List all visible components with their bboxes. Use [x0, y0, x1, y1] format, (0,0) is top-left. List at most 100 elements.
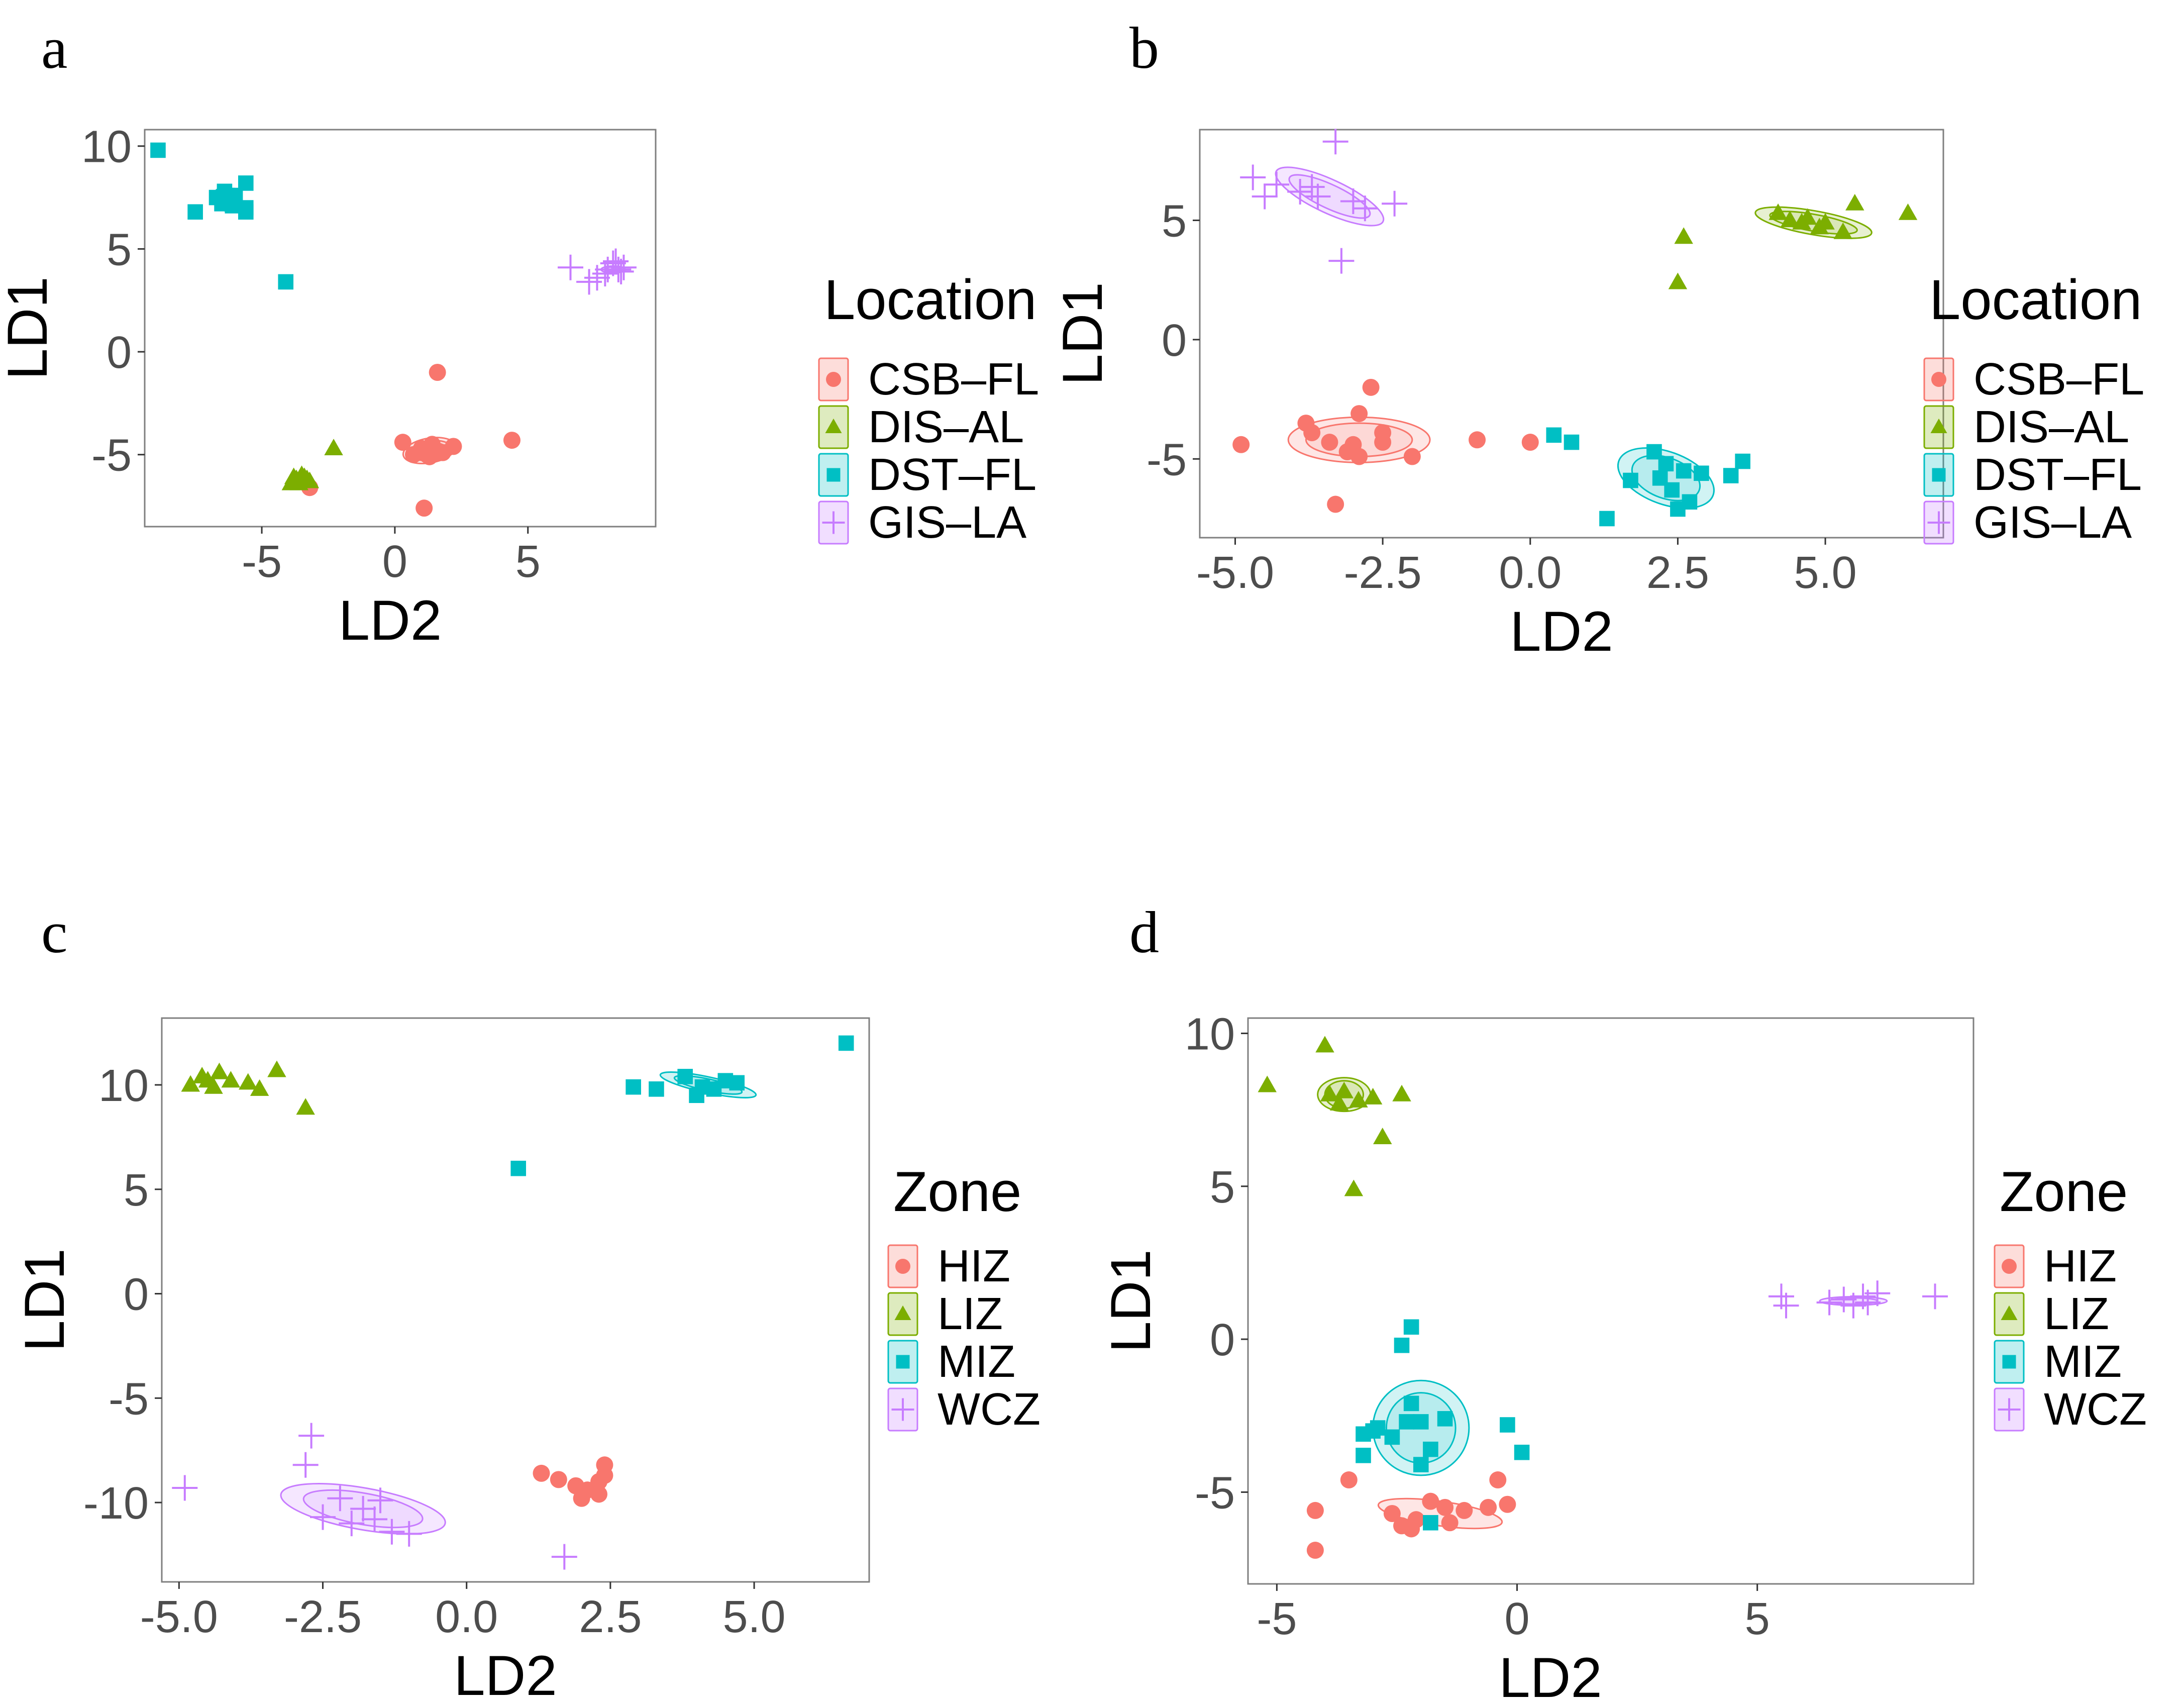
data-point	[1392, 1084, 1411, 1101]
x-tick-label: 5	[1745, 1594, 1770, 1644]
y-axis-title: LD1	[0, 276, 59, 379]
data-point	[1383, 1505, 1401, 1523]
data-point	[367, 1487, 393, 1514]
data-point	[295, 467, 314, 484]
data-point	[550, 1471, 567, 1488]
legend-marker	[1927, 511, 1950, 534]
data-point	[1328, 248, 1355, 274]
y-tick-label: 0	[124, 1270, 149, 1320]
data-point	[292, 1452, 319, 1478]
plot-area-c	[161, 1017, 870, 1583]
legend-key	[1994, 1387, 2025, 1432]
data-point	[608, 258, 634, 284]
data-point	[1403, 1319, 1419, 1335]
data-point	[1240, 164, 1266, 190]
data-point	[221, 1071, 241, 1088]
data-point	[1327, 495, 1344, 513]
data-point	[396, 1521, 422, 1547]
data-point	[1768, 1283, 1794, 1310]
data-point	[1469, 431, 1486, 449]
series-circle	[301, 364, 521, 517]
x-tick-label: 0.0	[435, 1592, 498, 1642]
data-point	[187, 204, 203, 220]
data-point	[394, 434, 411, 451]
y-axis-title: LD1	[1051, 282, 1114, 385]
series-plus	[558, 248, 637, 295]
data-point	[1232, 436, 1250, 453]
y-tick-label: 0	[1210, 1315, 1235, 1365]
data-point	[1455, 1501, 1473, 1519]
legend-marker	[895, 1259, 910, 1274]
data-point	[649, 1081, 664, 1097]
legend-label: DST–FL	[1973, 450, 2142, 500]
legend-key	[887, 1387, 918, 1432]
data-point	[1564, 434, 1580, 450]
x-axis-title: LD2	[454, 1644, 557, 1706]
y-tick-label: 5	[107, 225, 132, 275]
data-point	[677, 1069, 693, 1084]
legend-marker	[826, 372, 841, 387]
data-point	[219, 187, 235, 204]
series-square	[510, 1035, 854, 1176]
data-point	[1436, 1498, 1454, 1516]
data-point	[172, 1475, 198, 1501]
y-tick-label: 10	[1185, 1009, 1235, 1059]
data-point	[445, 438, 462, 455]
data-point	[533, 1464, 550, 1482]
data-point	[1664, 482, 1680, 498]
data-point	[1816, 1289, 1842, 1316]
data-point	[1514, 1444, 1530, 1460]
data-point	[1769, 203, 1788, 220]
series-triangle	[1258, 1036, 1411, 1196]
x-axis-title: LD2	[1499, 1646, 1602, 1706]
legend-marker	[896, 1355, 910, 1369]
y-tick-label: 10	[98, 1061, 149, 1111]
data-point	[1922, 1283, 1948, 1310]
data-point	[1413, 1457, 1429, 1472]
data-point	[415, 499, 433, 517]
legend-key	[818, 357, 849, 402]
data-point	[310, 1504, 336, 1530]
legend-label: CSB–FL	[1973, 354, 2144, 405]
legend-key	[1994, 1244, 2025, 1288]
data-point	[1850, 1283, 1876, 1310]
data-point	[1735, 453, 1750, 469]
x-tick-label: 5.0	[1794, 548, 1857, 598]
legend-label: GIS–LA	[868, 497, 1026, 548]
data-point	[250, 1079, 269, 1096]
legend-key	[1923, 453, 1954, 497]
y-tick-label: 5	[1210, 1162, 1235, 1213]
panel-c: c -5.0 -2.5 0.0 2.5 5.0 -10 -5 0 5 10 LD2 LD1 Zone HIZ…	[13, 899, 1041, 1706]
data-point	[181, 1075, 200, 1092]
plot-area-b	[1199, 129, 1944, 539]
x-tick-label: 0	[1504, 1594, 1529, 1644]
data-point	[362, 1506, 388, 1532]
legend-label: LIZ	[2044, 1289, 2109, 1339]
data-point	[150, 142, 166, 158]
data-point	[298, 1423, 325, 1449]
data-point	[503, 432, 521, 449]
panel-letter-b: b	[1129, 15, 1159, 81]
legend-marker	[1931, 372, 1946, 387]
series-plus	[172, 1423, 577, 1570]
data-point	[1321, 434, 1338, 451]
data-point	[592, 261, 618, 287]
series-triangle	[181, 1060, 315, 1115]
data-point	[1373, 1127, 1392, 1144]
data-point	[429, 364, 446, 381]
y-tick-label: -5	[109, 1374, 149, 1424]
data-point	[1480, 1498, 1497, 1516]
data-point	[1499, 1495, 1516, 1513]
y-tick-label: 0	[107, 328, 132, 378]
data-point	[1676, 463, 1692, 479]
legend-label: WCZ	[938, 1384, 1041, 1435]
data-point	[1384, 1429, 1400, 1445]
series-plus	[1768, 1280, 1948, 1319]
legend-marker	[825, 418, 842, 433]
series-circle	[533, 1456, 613, 1507]
data-point	[1723, 468, 1739, 483]
data-point	[1413, 1414, 1429, 1430]
data-point	[1356, 1448, 1371, 1463]
